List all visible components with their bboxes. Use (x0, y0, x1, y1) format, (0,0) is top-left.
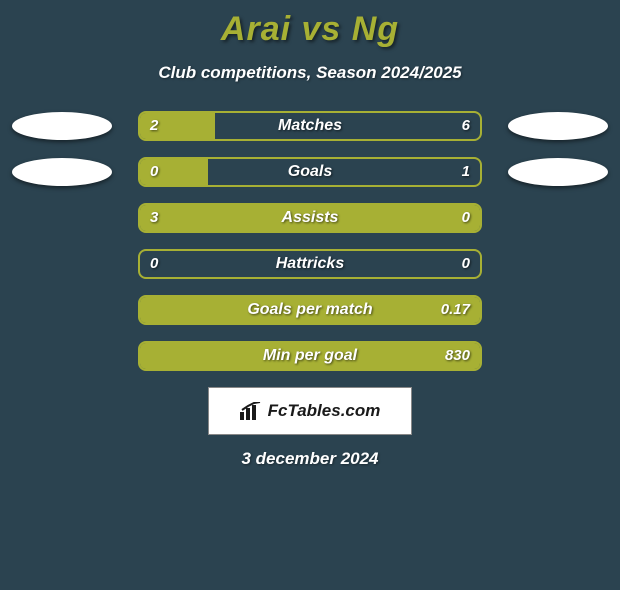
attribution-badge: FcTables.com (208, 387, 412, 435)
chart-icon (240, 402, 262, 420)
stat-row: 00Hattricks (0, 249, 620, 279)
subtitle: Club competitions, Season 2024/2025 (0, 63, 620, 83)
date-label: 3 december 2024 (0, 449, 620, 469)
stat-bar-track: 30Assists (138, 203, 482, 233)
stat-bar-track: 00Hattricks (138, 249, 482, 279)
stat-row: 26Matches (0, 111, 620, 141)
stat-bar-track: 26Matches (138, 111, 482, 141)
attribution-text: FcTables.com (268, 401, 381, 421)
player-right-marker (508, 112, 608, 140)
stat-label: Hattricks (140, 251, 480, 277)
player-right-marker (508, 158, 608, 186)
stat-row: 0.17Goals per match (0, 295, 620, 325)
stat-label: Matches (140, 113, 480, 139)
stat-row: 30Assists (0, 203, 620, 233)
player-left-marker (12, 158, 112, 186)
stat-label: Min per goal (140, 343, 480, 369)
stat-label: Assists (140, 205, 480, 231)
stat-bar-track: 0.17Goals per match (138, 295, 482, 325)
stat-bar-track: 01Goals (138, 157, 482, 187)
page-title: Arai vs Ng (0, 10, 620, 49)
player-left-marker (12, 112, 112, 140)
stat-row: 830Min per goal (0, 341, 620, 371)
comparison-chart: 26Matches 01Goals 30Assists 00Hattricks 0.17… (0, 111, 620, 371)
stat-bar-track: 830Min per goal (138, 341, 482, 371)
stat-label: Goals (140, 159, 480, 185)
stat-label: Goals per match (140, 297, 480, 323)
stat-row: 01Goals (0, 157, 620, 187)
